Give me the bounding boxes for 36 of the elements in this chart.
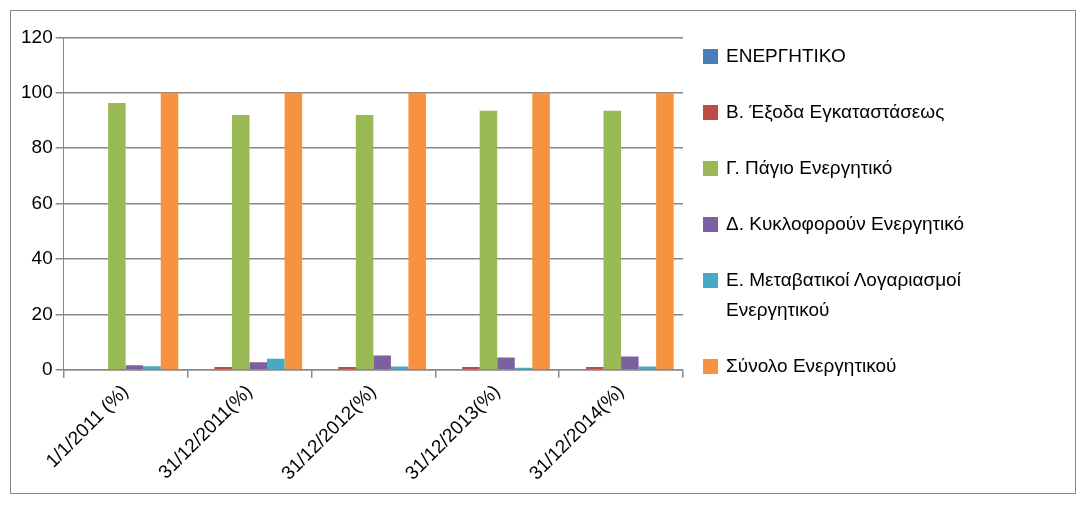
bar (108, 103, 126, 369)
y-tick-label: 60 (31, 191, 53, 213)
bar (338, 366, 356, 369)
y-tick-label: 100 (21, 81, 53, 103)
bar (656, 92, 674, 369)
legend-label: Γ. Πάγιο Ενεργητικό (726, 156, 893, 180)
bar (479, 110, 498, 369)
bar (532, 92, 550, 369)
bar (497, 357, 515, 369)
y-tick-label: 120 (21, 25, 53, 47)
bar (284, 92, 303, 369)
bar (638, 366, 657, 369)
bar (621, 356, 639, 369)
bar (355, 114, 374, 369)
bar (214, 366, 232, 369)
legend-label: Β. Έξοδα Εγκαταστάσεως (726, 100, 945, 124)
legend-label: Ε. Μεταβατικοί Λογαριασμοί Ενεργητικού (726, 268, 962, 322)
bar (390, 366, 409, 369)
bar (267, 358, 285, 369)
legend-label: Δ. Κυκλοφορούν Ενεργητικό (726, 212, 965, 236)
bar (603, 110, 622, 369)
bar (249, 362, 268, 369)
bar (462, 366, 480, 369)
legend-label: ΕΝΕΡΓΗΤΙΚΟ (726, 44, 846, 68)
bar (231, 114, 250, 369)
bar (585, 366, 604, 369)
y-tick-label: 20 (31, 302, 53, 324)
y-tick-label: 40 (31, 247, 53, 269)
bar (373, 355, 391, 369)
bar (408, 92, 426, 369)
bar (143, 366, 161, 369)
bar (160, 92, 179, 369)
bar (125, 365, 144, 369)
legend-label: Σύνολο Ενεργητικού (726, 354, 897, 378)
y-tick-label: 0 (42, 357, 53, 379)
y-tick-label: 80 (31, 136, 53, 158)
